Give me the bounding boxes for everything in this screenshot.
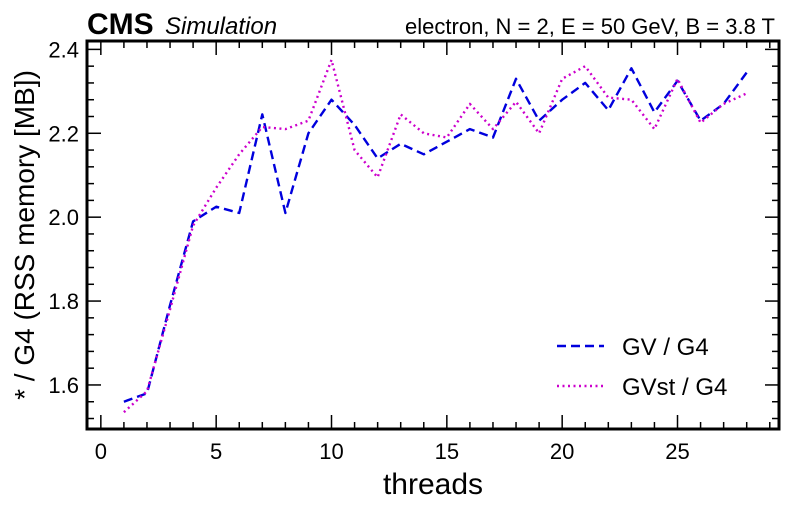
plot-frame <box>85 39 781 431</box>
x-tick-label: 25 <box>665 439 689 464</box>
x-tick-label: 10 <box>319 439 343 464</box>
y-tick-label: 2.4 <box>48 37 79 62</box>
y-tick-label: 1.6 <box>48 373 79 398</box>
legend: GV / G4 GVst / G4 <box>557 334 727 401</box>
x-tick-label: 5 <box>210 439 222 464</box>
y-tick-label: 2.2 <box>48 121 79 146</box>
y-tick-label: 2.0 <box>48 205 79 230</box>
legend-label-gvst: GVst / G4 <box>622 374 727 401</box>
legend-label-gv: GV / G4 <box>622 334 709 361</box>
y-axis-label: * / G4 (RSS memory [MB]) <box>9 70 40 400</box>
tick-labels: 0 5 10 15 20 25 1.6 1.8 2.0 2.2 2.4 <box>48 37 689 464</box>
x-axis-label: threads <box>383 468 483 501</box>
status-label: Simulation <box>165 13 277 40</box>
series-line-gvst <box>123 58 748 414</box>
x-tick-label: 15 <box>435 439 459 464</box>
x-tick-label: 0 <box>95 439 107 464</box>
experiment-label: CMS <box>87 8 154 41</box>
series-line-gv <box>123 67 748 403</box>
config-label: electron, N = 2, E = 50 GeV, B = 3.8 T <box>405 14 775 39</box>
y-tick-label: 1.8 <box>48 289 79 314</box>
x-tick-label: 20 <box>550 439 574 464</box>
series-layer <box>123 58 748 414</box>
